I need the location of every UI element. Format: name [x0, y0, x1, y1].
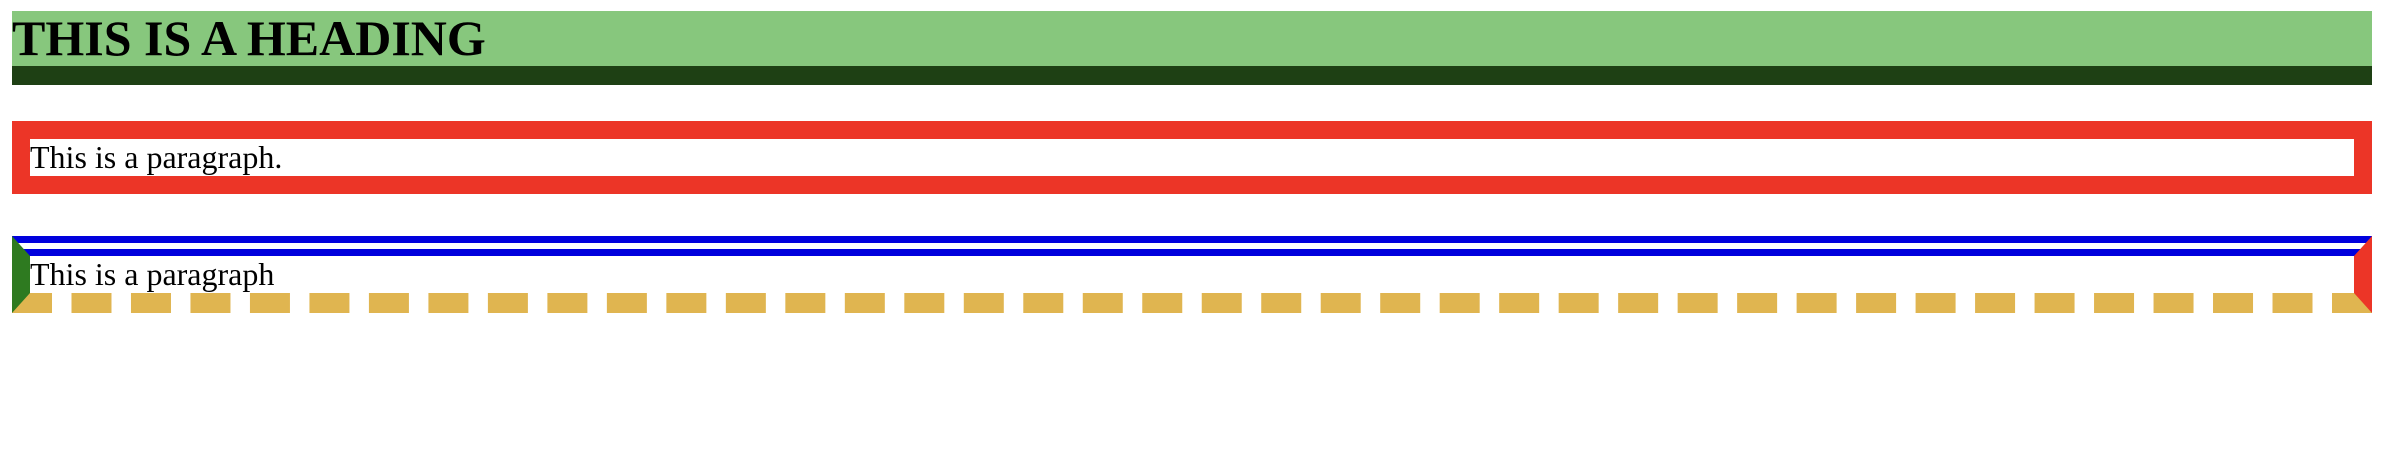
bordered-paragraph-solid: This is a paragraph. — [12, 121, 2372, 194]
bordered-paragraph-mixed: This is a paragraph — [12, 236, 2372, 313]
page-heading: THIS IS A HEADING — [12, 11, 2372, 85]
